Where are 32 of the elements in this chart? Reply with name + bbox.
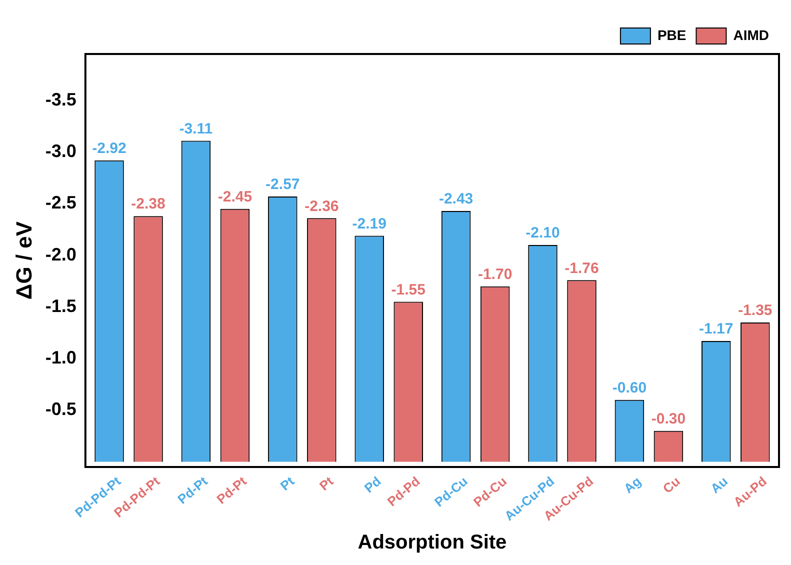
y-tick-label: -2.5 <box>45 192 76 213</box>
data-label: -0.30 <box>651 410 686 428</box>
data-label: -2.45 <box>218 188 252 206</box>
y-tick-label: -1.0 <box>45 348 76 368</box>
data-label: -2.92 <box>92 140 126 157</box>
data-label: -1.35 <box>738 302 772 320</box>
data-label: -1.76 <box>564 260 599 277</box>
x-tick-label: Pd <box>361 474 384 496</box>
y-tick-label: -3.0 <box>45 141 76 162</box>
x-axis-title: Adsorption Site <box>358 532 507 554</box>
data-label: -1.17 <box>699 320 734 338</box>
data-label: -2.57 <box>266 176 300 194</box>
data-label: -2.43 <box>438 190 474 208</box>
data-label: -2.38 <box>131 196 166 213</box>
data-label: -0.60 <box>612 380 647 397</box>
text: Cu <box>660 474 683 496</box>
y-tick-label: -0.5 <box>45 399 76 420</box>
y-tick-label: -1.5 <box>45 296 76 316</box>
y-axis-title: ΔG / eV <box>11 221 36 300</box>
x-tick-label: Pt <box>277 473 298 494</box>
data-label: -2.36 <box>304 198 339 215</box>
y-tick-label: -2.0 <box>45 244 76 264</box>
data-label: -1.70 <box>478 266 512 283</box>
x-tick-label: Ag <box>620 474 644 496</box>
data-label: -2.19 <box>352 215 386 232</box>
y-tick-label: -3.5 <box>45 89 76 110</box>
data-label: -2.10 <box>526 224 560 242</box>
data-label: -1.55 <box>391 281 426 298</box>
data-label: -3.11 <box>179 120 213 138</box>
legend-label: PBE <box>657 26 686 43</box>
x-tick-label: Au <box>708 474 731 496</box>
legend-label: AIMD <box>733 26 770 43</box>
